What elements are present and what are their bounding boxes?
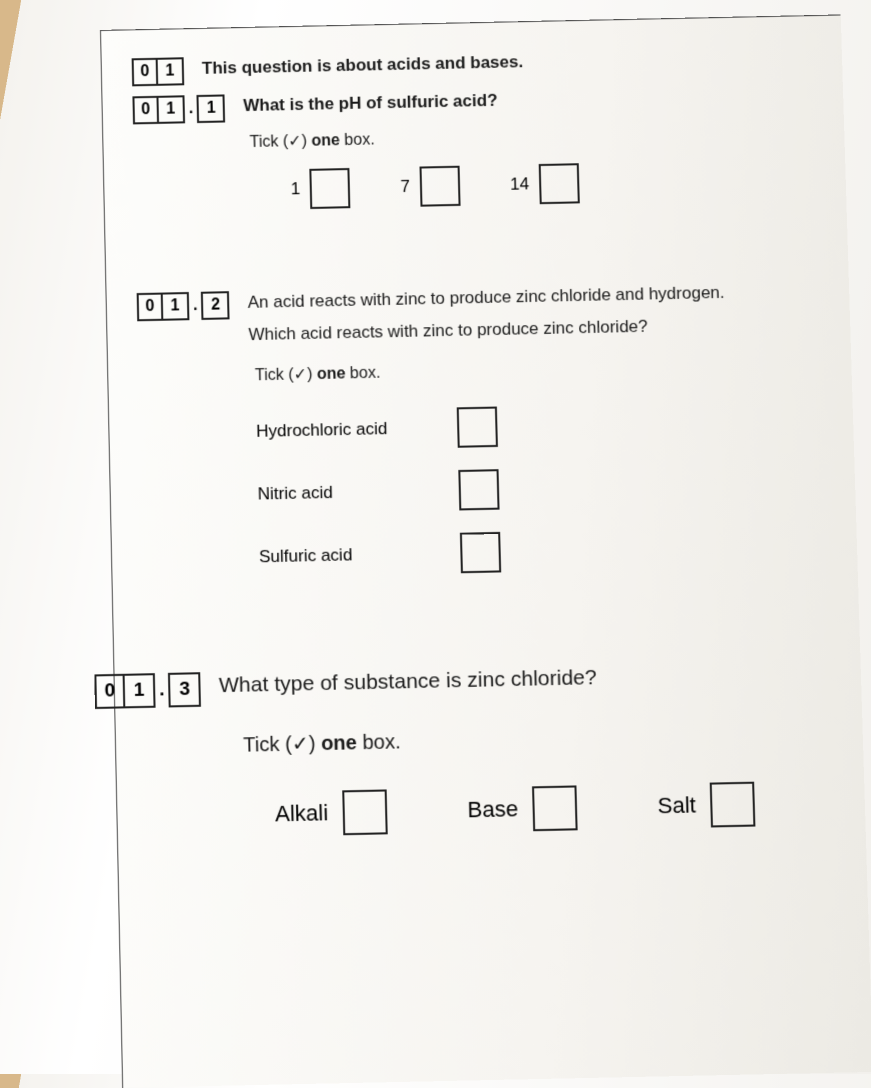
checkbox[interactable] xyxy=(310,168,351,209)
question-01: 0 1 This question is about acids and bas… xyxy=(132,44,833,87)
option-label: Salt xyxy=(657,792,696,819)
dot-separator: . xyxy=(193,297,198,315)
checkbox[interactable] xyxy=(709,782,755,828)
digit: 1 xyxy=(158,97,183,122)
checkbox[interactable] xyxy=(419,166,460,207)
question-number-box: 0 1 xyxy=(132,95,185,124)
question-line2: Which acid reacts with zinc to produce z… xyxy=(248,313,726,345)
option-7: 7 xyxy=(400,166,461,207)
checkbox[interactable] xyxy=(539,163,580,204)
instr-text: Tick ( xyxy=(249,133,288,151)
question-01-2-body: Tick (✓) one box. Hydrochloric acid Nitr… xyxy=(255,353,848,578)
digit: 0 xyxy=(134,98,159,123)
checkbox[interactable] xyxy=(458,469,499,510)
digit: 1 xyxy=(125,675,154,706)
question-number-box: 0 1 xyxy=(137,292,190,321)
instr-text: box. xyxy=(357,731,401,754)
digit: 3 xyxy=(170,674,199,705)
checkbox[interactable] xyxy=(460,532,501,573)
option-hydrochloric: Hydrochloric acid xyxy=(256,399,844,452)
dot-separator: . xyxy=(159,679,165,701)
option-alkali: Alkali xyxy=(275,789,388,836)
question-01-3-body: Tick (✓) one box. Alkali Base Salt xyxy=(243,719,855,837)
option-1: 1 xyxy=(290,168,351,209)
option-14: 14 xyxy=(510,163,580,205)
question-subnumber-box: 3 xyxy=(168,672,201,707)
option-label: Hydrochloric acid xyxy=(256,417,457,441)
question-number-group: 0 1 . 2 xyxy=(137,291,230,321)
digit: 1 xyxy=(163,294,188,319)
option-label: Sulfuric acid xyxy=(259,543,461,568)
digit: 0 xyxy=(139,295,164,320)
question-text: What is the pH of sulfuric acid? xyxy=(243,89,498,116)
digit: 0 xyxy=(134,60,159,85)
instr-bold: one xyxy=(321,732,357,755)
instr-text: ) xyxy=(301,133,311,150)
option-label: Alkali xyxy=(275,800,329,828)
tick-instruction: Tick (✓) one box. xyxy=(249,120,834,152)
tick-instruction: Tick (✓) one box. xyxy=(243,719,853,757)
option-salt: Salt xyxy=(657,782,755,829)
instr-text: ) xyxy=(307,366,317,383)
instr-text: ) xyxy=(308,733,321,756)
question-01-1-body: Tick (✓) one box. 1 7 14 xyxy=(249,120,836,211)
instr-text: Tick ( xyxy=(243,733,292,756)
option-nitric: Nitric acid xyxy=(257,462,845,515)
options-column: Hydrochloric acid Nitric acid Sulfuric a… xyxy=(256,399,848,577)
question-text: This question is about acids and bases. xyxy=(202,50,524,79)
tick-icon: ✓ xyxy=(292,733,309,756)
instr-bold: one xyxy=(317,365,346,383)
question-subnumber-box: 1 xyxy=(197,94,226,123)
instr-text: box. xyxy=(340,131,375,149)
tick-icon: ✓ xyxy=(293,366,307,383)
question-text-block: An acid reacts with zinc to produce zinc… xyxy=(247,281,725,345)
tick-instruction: Tick (✓) one box. xyxy=(255,353,842,386)
instr-text: box. xyxy=(345,365,380,383)
option-label: Base xyxy=(467,796,518,824)
question-number-group: 0 1 . 1 xyxy=(132,94,225,124)
digit: 1 xyxy=(199,96,224,121)
option-label: 14 xyxy=(510,174,529,194)
dot-separator: . xyxy=(189,100,194,118)
option-sulfuric: Sulfuric acid xyxy=(259,525,848,578)
option-label: Nitric acid xyxy=(257,480,459,504)
instr-text: Tick ( xyxy=(255,366,294,384)
question-number-group: 0 1 . 3 xyxy=(94,672,201,709)
digit: 0 xyxy=(96,676,125,707)
checkbox[interactable] xyxy=(532,785,578,831)
question-number-box: 0 1 xyxy=(132,57,185,86)
checkbox[interactable] xyxy=(457,407,498,448)
digit: 1 xyxy=(158,59,183,84)
checkbox[interactable] xyxy=(342,789,388,835)
question-number-box: 0 1 xyxy=(94,673,155,709)
question-subnumber-box: 2 xyxy=(201,291,230,320)
options-row: Alkali Base Salt xyxy=(275,780,856,837)
digit: 2 xyxy=(203,293,228,318)
option-label: 7 xyxy=(400,177,410,197)
option-base: Base xyxy=(467,785,577,832)
options-row: 1 7 14 xyxy=(290,158,836,210)
question-01-1: 0 1 . 1 What is the pH of sulfuric acid? xyxy=(132,82,833,125)
tick-icon: ✓ xyxy=(288,133,302,150)
worksheet-page: 0 1 This question is about acids and bas… xyxy=(100,14,871,1087)
instr-bold: one xyxy=(311,132,340,150)
option-label: 1 xyxy=(291,179,301,199)
